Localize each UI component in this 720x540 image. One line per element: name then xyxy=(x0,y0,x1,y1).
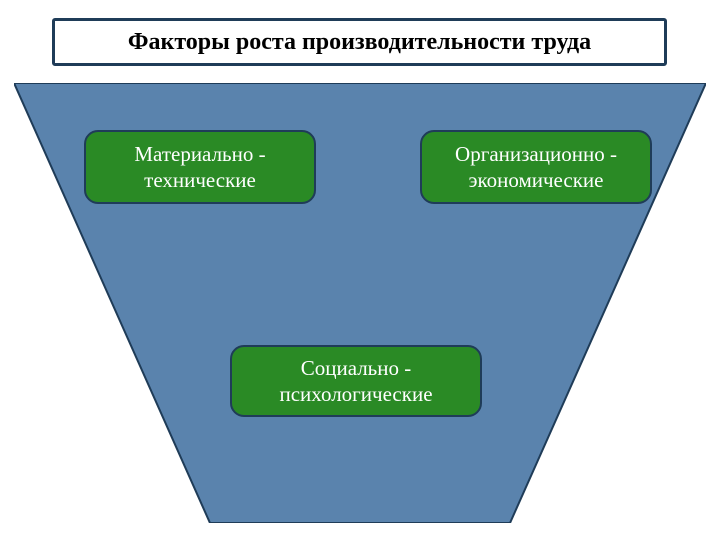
factor-social-psychological: Социально - психологические xyxy=(230,345,482,417)
factor-label: Организационно - экономические xyxy=(455,141,617,194)
factor-material-technical: Материально - технические xyxy=(84,130,316,204)
factor-label: Материально - технические xyxy=(134,141,265,194)
diagram-title: Факторы роста производительности труда xyxy=(128,29,591,56)
factor-organizational-economic: Организационно - экономические xyxy=(420,130,652,204)
factor-label: Социально - психологические xyxy=(279,355,432,408)
diagram-container: Факторы роста производительности труда М… xyxy=(0,0,720,540)
diagram-title-box: Факторы роста производительности труда xyxy=(52,18,667,66)
